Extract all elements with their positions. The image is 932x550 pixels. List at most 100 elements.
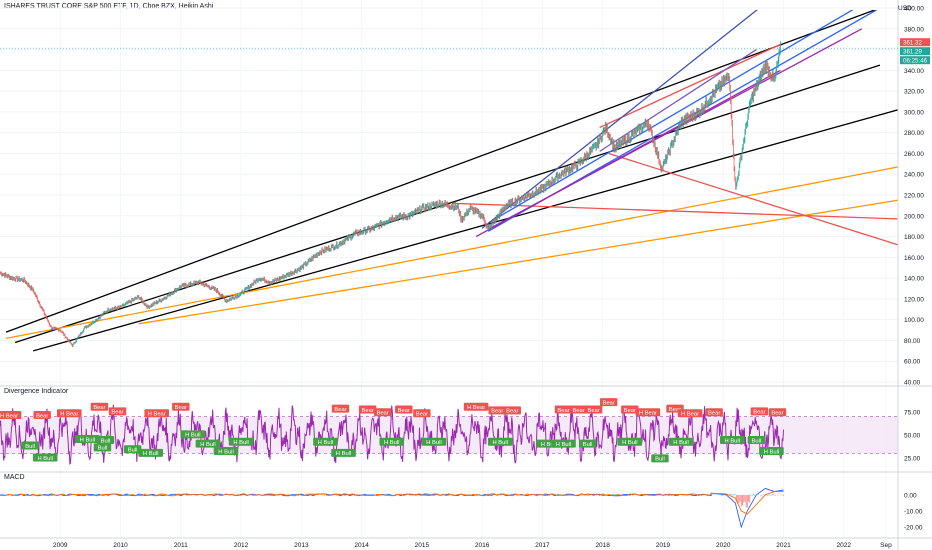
trendline	[138, 199, 898, 325]
price-tick-label: 380.00	[904, 26, 924, 33]
bear-label: Bear	[554, 405, 573, 414]
trendline	[475, 69, 781, 238]
label-text: Bull	[655, 457, 665, 463]
macd-tick-label: -10.00	[904, 508, 923, 515]
label-box	[759, 447, 784, 456]
label-text: H Bear	[60, 411, 78, 417]
label-box	[578, 439, 597, 448]
label-box	[750, 407, 769, 416]
label-box	[374, 408, 392, 417]
label-text: H Bear	[148, 411, 166, 417]
label-box	[621, 405, 639, 414]
label-box	[554, 405, 573, 414]
trendline	[5, 166, 898, 340]
bear-label: H Bear	[0, 411, 22, 420]
macd-line	[0, 491, 784, 515]
label-box	[331, 404, 350, 413]
price-tick-label: 120.00	[904, 296, 924, 303]
time-tick-label: 2018	[595, 542, 610, 549]
label-text: Bull	[25, 444, 35, 450]
trendline	[599, 49, 757, 152]
price-tick-label: 340.00	[904, 68, 924, 75]
price-tag-box	[900, 56, 930, 65]
label-text: H Bull	[80, 437, 95, 443]
bull-label: H Bull	[138, 448, 163, 457]
grid	[0, 7, 898, 383]
label-box	[421, 437, 447, 446]
label-box	[379, 437, 405, 446]
time-tick-label: 2022	[837, 542, 852, 549]
time-tick-label: Sep	[880, 542, 892, 549]
trendline	[608, 152, 898, 246]
label-text: Bull	[101, 438, 111, 444]
price-tick-label: 100.00	[904, 317, 924, 324]
label-text: Bull	[128, 447, 138, 453]
bull-label: H Bull	[195, 439, 221, 448]
bear-label: Bear	[621, 405, 639, 414]
trendline	[32, 109, 898, 352]
bull-label: H Bull	[228, 437, 254, 446]
label-text: Bear	[398, 408, 410, 414]
time-tick-label: 2021	[776, 542, 791, 549]
price-tick-label: 60.00	[904, 359, 921, 366]
price-tag-box	[900, 38, 930, 47]
label-box	[617, 437, 643, 446]
time-tick-label: 2012	[234, 542, 249, 549]
label-box	[96, 435, 115, 444]
label-text: Bear	[175, 405, 187, 411]
price-tick-label: 240.00	[904, 172, 924, 179]
label-box	[0, 411, 22, 420]
label-text: Bear	[416, 411, 428, 417]
bear-label: H Bear	[144, 409, 169, 417]
label-text: Bear	[36, 413, 48, 419]
label-text: Bear	[93, 405, 105, 411]
label-text: H Bear	[681, 411, 699, 417]
bear-label: Bear	[374, 408, 392, 417]
label-box	[313, 437, 338, 446]
price-tick-label: 140.00	[904, 276, 924, 283]
bear-label: H Bear	[635, 408, 661, 417]
label-box	[195, 439, 221, 448]
label-text: H Bear	[467, 405, 485, 411]
label-box	[747, 435, 766, 444]
label-text: Bear	[506, 409, 518, 415]
bear-label: H Bear	[57, 409, 82, 417]
bull-label: H Bull	[213, 447, 239, 456]
label-box	[488, 406, 506, 415]
label-box	[213, 447, 239, 456]
label-box	[358, 405, 377, 414]
price-tick-label: 400.00	[904, 6, 924, 13]
label-text: H Bull	[143, 451, 158, 457]
label-box	[108, 407, 127, 416]
trendline	[487, 10, 854, 224]
macd-plot	[0, 487, 784, 529]
price-tick-label: 220.00	[904, 193, 924, 200]
price-tick-label: 180.00	[904, 234, 924, 241]
label-box	[677, 409, 703, 418]
label-text: Bear	[708, 411, 720, 417]
label-text: H Bull	[426, 440, 441, 446]
bear-label: Bear	[569, 405, 588, 414]
label-box	[32, 453, 58, 462]
label-text: Bear	[111, 410, 123, 416]
label-text: Bear	[334, 407, 346, 413]
label-text: Bear	[377, 411, 389, 417]
label-text: H Bull	[318, 440, 333, 446]
price-tick-label: 260.00	[904, 151, 924, 158]
time-tick-label: 2013	[294, 542, 309, 549]
time-tick-label: 2015	[415, 542, 430, 549]
label-box	[75, 435, 100, 444]
bull-label: H Bull	[331, 448, 356, 457]
label-box	[768, 408, 787, 417]
label-text: Bull	[752, 438, 762, 444]
bull-label: H Bull	[668, 437, 694, 446]
bear-label: Bear	[413, 409, 431, 417]
price-tick-label: 320.00	[904, 89, 924, 96]
bull-label: H Bull	[759, 447, 784, 455]
label-text: H Bull	[218, 449, 233, 455]
bear-label: Bear	[503, 406, 521, 415]
bull-label: H Bull	[617, 437, 643, 446]
